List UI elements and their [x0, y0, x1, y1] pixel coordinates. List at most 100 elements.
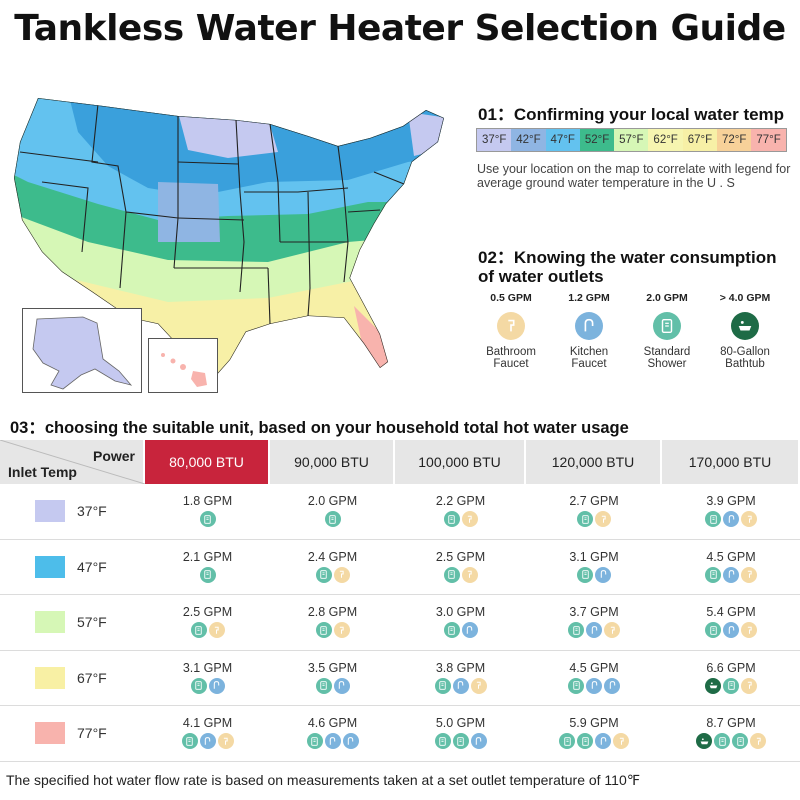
- flow-rate-cell: 3.0 GPM: [395, 595, 526, 650]
- section1-heading: 01：Confirming your local water temp: [478, 105, 785, 124]
- outlet-label-line1: Bathroom: [486, 346, 536, 358]
- temp-color-swatch: [35, 500, 65, 523]
- flow-rate-cell: 3.1 GPM: [145, 651, 270, 706]
- us-water-temperature-map: [8, 92, 468, 382]
- bathroom-faucet-icon: [217, 733, 234, 749]
- inlet-temp-cell: 47°F: [0, 540, 145, 595]
- legend-swatch: 62°F: [648, 129, 683, 151]
- outlet-item: > 4.0 GPM 80-Gallon Bathtub: [706, 292, 784, 370]
- outlet-gpm: 1.2 GPM: [568, 292, 610, 304]
- flow-rate-value: 2.7 GPM: [569, 494, 619, 508]
- outlet-gpm: > 4.0 GPM: [719, 292, 771, 304]
- flow-rate-value: 3.5 GPM: [307, 660, 358, 675]
- column-header-btu[interactable]: 90,000 BTU: [270, 440, 395, 484]
- flow-rate-value: 3.7 GPM: [569, 605, 619, 619]
- flow-rate-cell: 2.2 GPM: [395, 484, 526, 539]
- outlet-icon-group: [181, 733, 234, 749]
- legend-swatch: 37°F: [477, 129, 512, 151]
- bathtub-icon: [696, 733, 712, 749]
- flow-rate-cell: 5.0 GPM: [395, 706, 526, 761]
- flow-rate-value: 3.1 GPM: [182, 660, 233, 675]
- flow-rate-value: 3.9 GPM: [706, 494, 756, 508]
- column-header-btu[interactable]: 100,000 BTU: [395, 440, 526, 484]
- flow-rate-cell: 8.7 GPM: [662, 706, 800, 761]
- table-row: 47°F 2.1 GPM 2.4 GPM 2.5 GPM 3.1 GPM 4.5 GPM: [0, 540, 800, 595]
- shower-icon: [568, 677, 584, 694]
- column-header-btu[interactable]: 80,000 BTU: [145, 440, 270, 484]
- legend-swatch: 77°F: [751, 129, 786, 151]
- outlet-label: Standard Shower: [628, 346, 706, 370]
- table-corner-header: Power Inlet Temp: [0, 440, 145, 484]
- flow-rate-value: 5.9 GPM: [569, 716, 619, 730]
- us-map-graphic: [14, 98, 444, 378]
- table-row: 67°F 3.1 GPM 3.5 GPM 3.8 GPM 4.5 GPM 6.6 GPM: [0, 651, 800, 706]
- shower-icon: [443, 511, 460, 527]
- bathroom-faucet-icon: [208, 622, 225, 638]
- kitchen-faucet-icon: [604, 677, 620, 694]
- kitchen-faucet-icon: [199, 733, 216, 749]
- kitchen-faucet-icon: [595, 733, 611, 749]
- bathtub-icon: [731, 312, 759, 340]
- flow-rate-cell: 1.8 GPM: [145, 484, 270, 539]
- outlet-label-line2: Bathtub: [725, 358, 765, 370]
- kitchen-faucet-icon: [470, 733, 487, 749]
- shower-icon: [559, 733, 575, 749]
- column-header-btu[interactable]: 120,000 BTU: [526, 440, 662, 484]
- outlet-icon-group: [568, 622, 620, 638]
- shower-icon: [306, 733, 323, 749]
- bathroom-faucet-icon: [750, 733, 766, 749]
- outlet-icon-group: [705, 566, 757, 583]
- inlet-temp-value: 37°F: [77, 503, 107, 520]
- shower-icon: [434, 733, 451, 749]
- flow-rate-cell: 3.9 GPM: [662, 484, 800, 539]
- page-title: Tankless Water Heater Selection Guide: [14, 8, 786, 49]
- flow-rate-cell: 2.5 GPM: [395, 540, 526, 595]
- temp-color-swatch: [35, 666, 65, 689]
- outlet-gpm: 2.0 GPM: [646, 292, 688, 304]
- flow-rate-value: 3.8 GPM: [435, 660, 486, 675]
- outlet-label: Bathroom Faucet: [472, 346, 550, 370]
- flow-rate-value: 2.4 GPM: [307, 549, 358, 564]
- outlet-icon-group: [443, 622, 478, 638]
- shower-icon: [705, 511, 721, 527]
- outlet-icon-group: [577, 511, 611, 527]
- outlet-icon-group: [190, 677, 225, 694]
- flow-rate-cell: 2.8 GPM: [270, 595, 395, 650]
- outlet-item: 2.0 GPM Standard Shower: [628, 292, 706, 370]
- inlet-temp-cell: 67°F: [0, 651, 145, 706]
- bathroom-faucet-icon: [741, 622, 757, 638]
- flow-rate-cell: 3.5 GPM: [270, 651, 395, 706]
- inlet-temp-cell: 37°F: [0, 484, 145, 539]
- shower-icon: [723, 677, 739, 694]
- flow-rate-cell: 2.7 GPM: [526, 484, 662, 539]
- outlet-icon-group: [705, 677, 757, 694]
- flow-rate-value: 6.6 GPM: [706, 660, 756, 675]
- bathroom-faucet-icon: [613, 733, 629, 749]
- flow-rate-value: 5.0 GPM: [435, 716, 486, 730]
- shower-icon: [315, 622, 332, 638]
- column-header-btu[interactable]: 170,000 BTU: [662, 440, 800, 484]
- flow-rate-value: 1.8 GPM: [182, 494, 233, 508]
- kitchen-faucet-icon: [461, 622, 478, 638]
- shower-icon: [315, 566, 332, 583]
- outlet-label-line1: Kitchen: [569, 346, 609, 358]
- shower-icon: [653, 312, 681, 340]
- shower-icon: [190, 677, 207, 694]
- outlet-label-line2: Faucet: [571, 358, 607, 370]
- flow-rate-value: 2.8 GPM: [307, 605, 358, 619]
- legend-swatch: 67°F: [682, 129, 718, 151]
- table-body: 37°F 1.8 GPM 2.0 GPM 2.2 GPM 2.7 GPM 3.9 GPM 4…: [0, 484, 800, 762]
- alaska-inset: [22, 308, 142, 393]
- bathroom-faucet-icon: [497, 312, 525, 340]
- kitchen-faucet-icon: [208, 677, 225, 694]
- outlet-icon-group: [568, 677, 620, 694]
- bathroom-faucet-icon: [741, 511, 757, 527]
- outlet-icon-group: [199, 566, 216, 583]
- flow-rate-value: 2.5 GPM: [182, 605, 233, 619]
- flow-rate-cell: 2.5 GPM: [145, 595, 270, 650]
- flow-rate-cell: 2.0 GPM: [270, 484, 395, 539]
- temperature-legend: 37°F 42°F 47°F 52°F 57°F 62°F 67°F 72°F 77°F: [476, 128, 787, 152]
- kitchen-faucet-icon: [586, 677, 602, 694]
- temp-color-swatch: [35, 555, 65, 578]
- flow-rate-cell: 4.5 GPM: [526, 651, 662, 706]
